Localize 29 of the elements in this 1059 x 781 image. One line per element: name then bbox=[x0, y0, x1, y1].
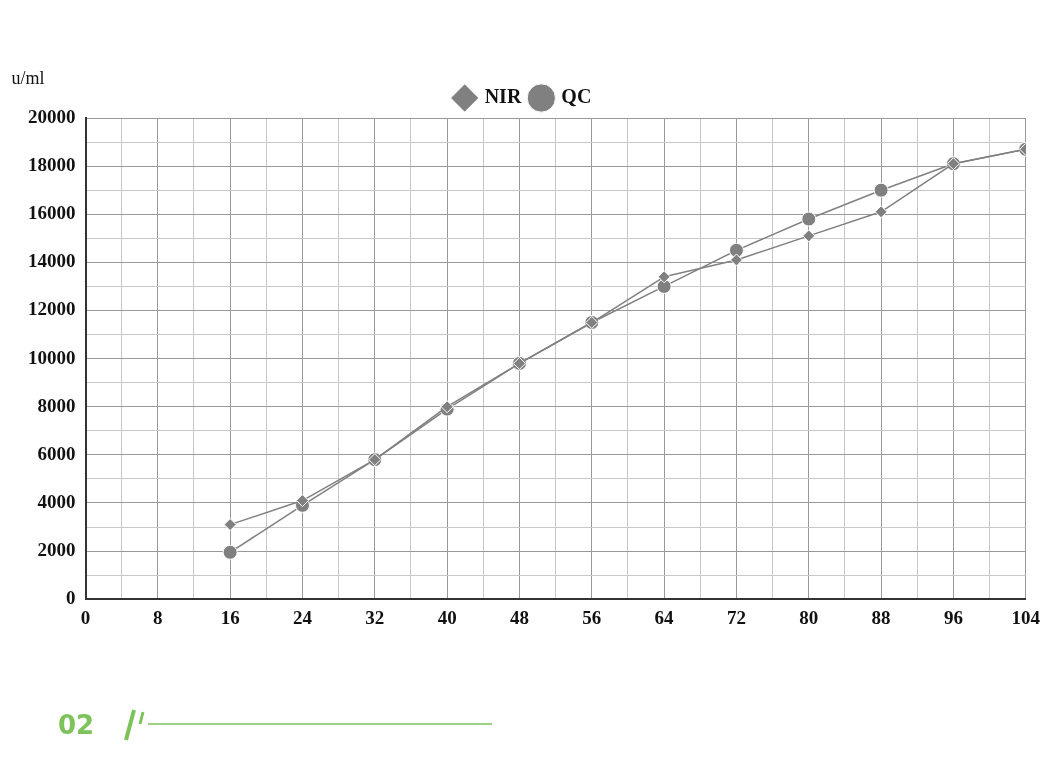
x-tick-label: 48 bbox=[509, 606, 529, 628]
x-tick-label: 88 bbox=[871, 606, 891, 628]
x-tick-label: 24 bbox=[292, 606, 313, 628]
y-tick-label: 4000 bbox=[37, 490, 76, 512]
x-tick-label: 40 bbox=[437, 606, 457, 628]
legend-label: NIR bbox=[484, 85, 522, 108]
x-tick-label: 0 bbox=[80, 606, 91, 628]
x-tick-label: 64 bbox=[654, 606, 675, 628]
y-tick-label: 0 bbox=[66, 587, 76, 609]
x-tick-label: 80 bbox=[799, 606, 819, 628]
x-tick-label: 104 bbox=[1011, 606, 1041, 628]
legend-label: QC bbox=[561, 85, 592, 108]
text: 02 bbox=[58, 710, 95, 740]
y-tick-label: 12000 bbox=[28, 298, 76, 320]
y-tick-label: 18000 bbox=[28, 154, 76, 176]
x-tick-label: 16 bbox=[220, 606, 240, 628]
y-tick-label: 16000 bbox=[28, 202, 76, 224]
y-tick-label: 14000 bbox=[28, 250, 76, 272]
x-tick-label: 32 bbox=[365, 606, 385, 628]
y-tick-label: 10000 bbox=[28, 346, 76, 368]
y-tick-label: 2000 bbox=[37, 538, 76, 560]
x-tick-label: 72 bbox=[726, 606, 746, 628]
y-axis-title: u/ml bbox=[11, 67, 45, 88]
x-tick-label: 8 bbox=[153, 606, 163, 628]
y-tick-label: 6000 bbox=[37, 442, 76, 464]
y-tick-label: 20000 bbox=[28, 105, 76, 127]
x-tick-label: 56 bbox=[582, 606, 602, 628]
y-tick-label: 8000 bbox=[37, 394, 76, 416]
x-tick-label: 96 bbox=[943, 606, 963, 628]
